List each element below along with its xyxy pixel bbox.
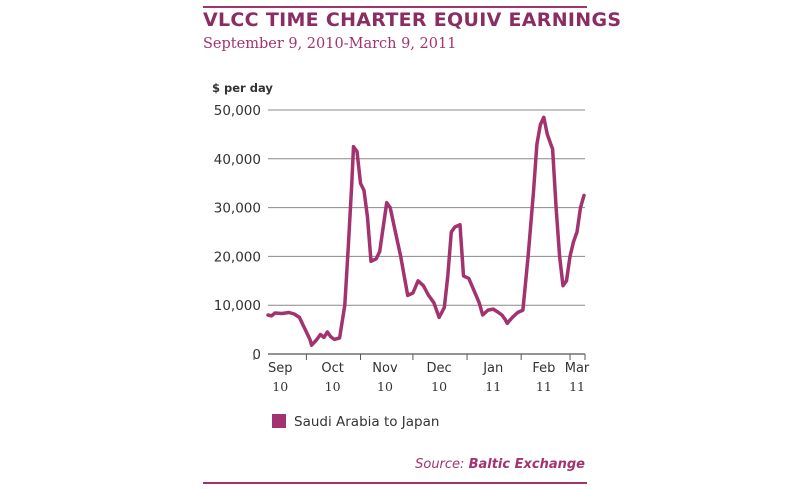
y-tick-label: 30,000 [214, 201, 261, 217]
x-tick-label-month: Nov [372, 361, 398, 376]
y-tick-label: 0 [252, 347, 261, 363]
x-tick-label-year: 10 [431, 379, 447, 394]
legend: Saudi Arabia to Japan [272, 414, 439, 430]
title-rule-top [203, 6, 587, 8]
y-tick-label: 50,000 [214, 103, 261, 119]
series-line-0 [266, 115, 586, 347]
x-tick-label-year: 11 [569, 379, 585, 394]
legend-swatch [272, 414, 286, 428]
x-tick-label-month: Jan [482, 361, 503, 376]
y-axis-label: $ per day [212, 81, 273, 95]
x-tick-label-month: Mar [565, 361, 590, 376]
x-tick-label-month: Sep [268, 361, 293, 376]
x-tick-label-year: 11 [485, 379, 501, 394]
plot-area [266, 115, 586, 347]
source-label: Source: [415, 457, 465, 472]
source-note: Source: Baltic Exchange [415, 457, 585, 472]
x-tick-label-year: 10 [272, 379, 288, 394]
x-tick-label-month: Feb [532, 361, 555, 376]
chart-subtitle: September 9, 2010-March 9, 2011 [203, 36, 457, 52]
legend-label: Saudi Arabia to Japan [294, 414, 439, 430]
x-tick-label-year: 10 [325, 379, 341, 394]
grid-lines [268, 109, 585, 306]
x-tick-label-month: Oct [321, 361, 343, 376]
footer-rule [203, 482, 587, 484]
y-tick-label: 10,000 [214, 298, 261, 314]
x-axis: Sep 10 Oct 10 Nov 10 Dec 10 Jan 11 Feb 11 Mar 11 [253, 353, 590, 394]
x-tick-label-year: 11 [536, 379, 552, 394]
source-value: Baltic Exchange [468, 457, 585, 472]
y-tick-labels: 0 10,000 20,000 30,000 40,000 50,000 [214, 103, 261, 363]
y-tick-label: 40,000 [214, 152, 261, 168]
x-tick-label-year: 10 [377, 379, 393, 394]
y-tick-label: 20,000 [214, 249, 261, 265]
chart-title: VLCC TIME CHARTER EQUIV EARNINGS [203, 9, 622, 31]
x-tick-label-month: Dec [427, 361, 452, 376]
